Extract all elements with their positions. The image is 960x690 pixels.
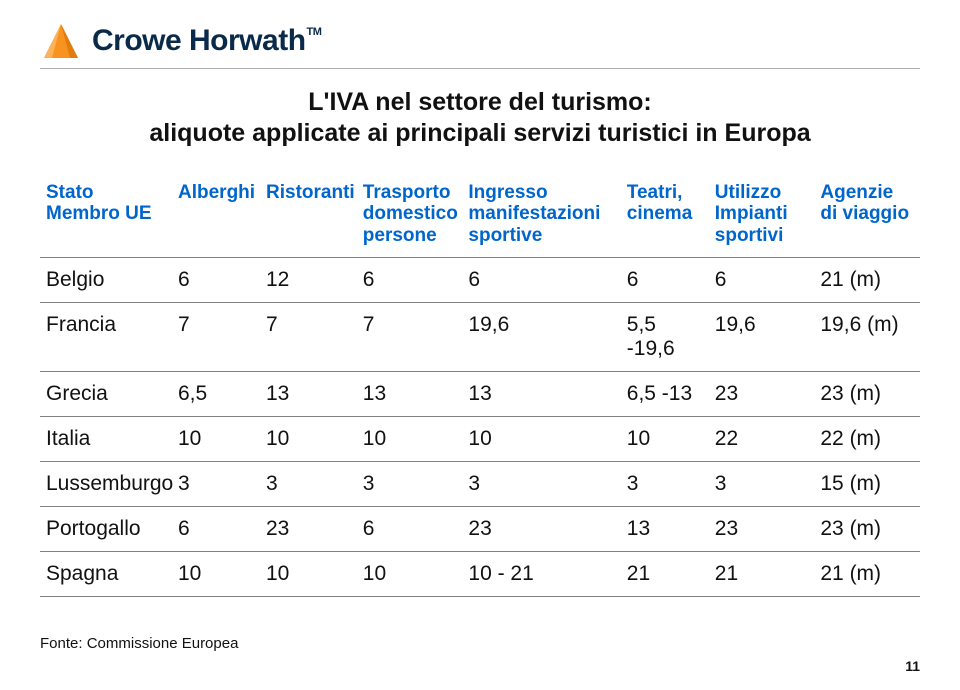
table-cell: 10 xyxy=(260,552,357,597)
table-cell: 19,6 (m) xyxy=(814,303,920,372)
table-cell: 13 xyxy=(462,372,620,417)
table-cell: Portogallo xyxy=(40,507,172,552)
header-divider xyxy=(40,68,920,69)
table-cell: Italia xyxy=(40,417,172,462)
table-cell: 21 (m) xyxy=(814,258,920,303)
table-cell: Grecia xyxy=(40,372,172,417)
table-cell: 7 xyxy=(172,303,260,372)
table-row: Francia77719,65,5 -19,619,619,6 (m) xyxy=(40,303,920,372)
table-cell: Lussemburgo xyxy=(40,462,172,507)
source-note: Fonte: Commissione Europea xyxy=(40,635,238,652)
table-cell: 22 xyxy=(709,417,815,462)
col-header: Stato Membro UE xyxy=(40,172,172,258)
col-header: Alberghi xyxy=(172,172,260,258)
page-number: 11 xyxy=(905,658,920,674)
title-line-1: L'IVA nel settore del turismo: xyxy=(40,87,920,118)
table-cell: 10 xyxy=(357,417,463,462)
table-cell: 6 xyxy=(172,258,260,303)
table-cell: 6 xyxy=(357,258,463,303)
table-cell: 13 xyxy=(357,372,463,417)
table-cell: 10 xyxy=(172,417,260,462)
col-header: Trasporto domestico persone xyxy=(357,172,463,258)
table-row: Italia10101010102222 (m) xyxy=(40,417,920,462)
col-header: Teatri, cinema xyxy=(621,172,709,258)
table-cell: 3 xyxy=(709,462,815,507)
table-cell: 6 xyxy=(709,258,815,303)
table-cell: Spagna xyxy=(40,552,172,597)
table-cell: Francia xyxy=(40,303,172,372)
table-cell: 7 xyxy=(357,303,463,372)
table-cell: 3 xyxy=(357,462,463,507)
table-row: Grecia6,51313136,5 -132323 (m) xyxy=(40,372,920,417)
table-cell: 5,5 -19,6 xyxy=(621,303,709,372)
table-cell: 15 (m) xyxy=(814,462,920,507)
title-line-2: aliquote applicate ai principali servizi… xyxy=(40,118,920,149)
table-cell: 23 (m) xyxy=(814,507,920,552)
table-cell: 21 xyxy=(621,552,709,597)
col-header: Ristoranti xyxy=(260,172,357,258)
table-cell: 10 xyxy=(621,417,709,462)
table-cell: 23 xyxy=(709,507,815,552)
table-cell: 6,5 xyxy=(172,372,260,417)
table-row: Portogallo623623132323 (m) xyxy=(40,507,920,552)
table-cell: 6 xyxy=(621,258,709,303)
table-cell: 3 xyxy=(462,462,620,507)
table-cell: 10 - 21 xyxy=(462,552,620,597)
brand-name: Crowe HorwathTM xyxy=(92,24,320,58)
logo-mark-icon xyxy=(40,20,82,62)
table-cell: 23 (m) xyxy=(814,372,920,417)
table-row: Lussemburgo33333315 (m) xyxy=(40,462,920,507)
table-cell: 12 xyxy=(260,258,357,303)
table-cell: 7 xyxy=(260,303,357,372)
table-cell: 6,5 -13 xyxy=(621,372,709,417)
brand-logo: Crowe HorwathTM xyxy=(40,20,920,62)
table-cell: 23 xyxy=(462,507,620,552)
table-cell: 22 (m) xyxy=(814,417,920,462)
col-header: Ingresso manifestazioni sportive xyxy=(462,172,620,258)
table-cell: 23 xyxy=(260,507,357,552)
slide-page: Crowe HorwathTM L'IVA nel settore del tu… xyxy=(0,0,960,690)
table-header: Stato Membro UE Alberghi Ristoranti Tras… xyxy=(40,172,920,258)
table-cell: 10 xyxy=(357,552,463,597)
data-table: Stato Membro UE Alberghi Ristoranti Tras… xyxy=(40,172,920,598)
col-header: Agenzie di viaggio xyxy=(814,172,920,258)
table-cell: 3 xyxy=(621,462,709,507)
brand-tm: TM xyxy=(307,26,322,38)
table-cell: 13 xyxy=(621,507,709,552)
table-cell: 23 xyxy=(709,372,815,417)
table-cell: 13 xyxy=(260,372,357,417)
table-cell: 21 (m) xyxy=(814,552,920,597)
table-cell: 6 xyxy=(462,258,620,303)
slide-title: L'IVA nel settore del turismo: aliquote … xyxy=(40,87,920,150)
table-body: Belgio612666621 (m)Francia77719,65,5 -19… xyxy=(40,258,920,597)
table-cell: 10 xyxy=(462,417,620,462)
table-cell: 10 xyxy=(172,552,260,597)
table-cell: Belgio xyxy=(40,258,172,303)
col-header: Utilizzo Impianti sportivi xyxy=(709,172,815,258)
brand-name-text: Crowe Horwath xyxy=(92,24,306,57)
table-row: Spagna10101010 - 21212121 (m) xyxy=(40,552,920,597)
table-cell: 3 xyxy=(172,462,260,507)
table-cell: 10 xyxy=(260,417,357,462)
table-cell: 6 xyxy=(357,507,463,552)
table-cell: 3 xyxy=(260,462,357,507)
table-cell: 19,6 xyxy=(462,303,620,372)
table-cell: 21 xyxy=(709,552,815,597)
table-cell: 6 xyxy=(172,507,260,552)
table-row: Belgio612666621 (m) xyxy=(40,258,920,303)
table-cell: 19,6 xyxy=(709,303,815,372)
